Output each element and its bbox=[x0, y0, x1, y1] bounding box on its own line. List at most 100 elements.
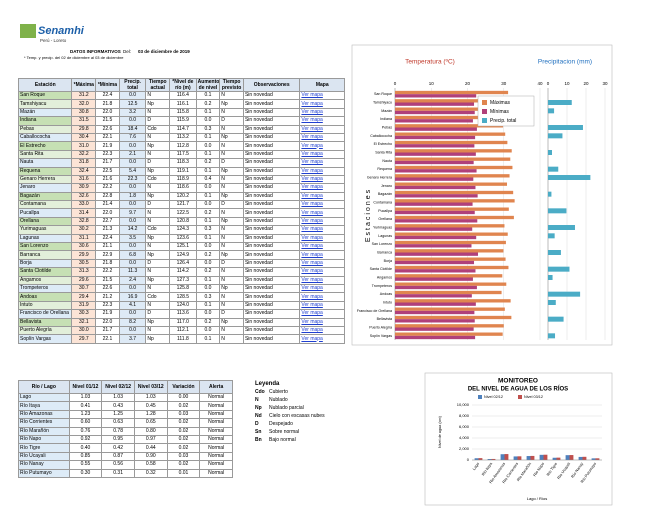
map-link[interactable]: Ver mapa bbox=[299, 334, 345, 344]
table-cell: 2.4 bbox=[118, 275, 147, 286]
bar bbox=[395, 315, 512, 320]
map-link[interactable]: Ver mapa bbox=[299, 208, 345, 218]
table-cell: N bbox=[219, 90, 244, 101]
map-link[interactable]: Ver mapa bbox=[299, 141, 345, 151]
bar bbox=[395, 199, 515, 203]
bar bbox=[395, 227, 473, 231]
bar bbox=[395, 177, 474, 181]
table-cell: 0.02 bbox=[166, 418, 201, 428]
table-cell: 11.3 bbox=[118, 267, 147, 277]
table-cell: 14.2 bbox=[118, 225, 147, 235]
bar bbox=[395, 240, 506, 245]
map-link[interactable]: Ver mapa bbox=[299, 183, 345, 193]
table-cell: D bbox=[145, 158, 171, 168]
legend-title: Leyenda bbox=[255, 381, 280, 387]
column-header: *Máxima bbox=[71, 78, 97, 92]
table-cell: Pucallpa bbox=[17, 208, 73, 218]
table-cell: Np bbox=[219, 250, 244, 260]
y-tick-label: Andoas bbox=[380, 292, 392, 296]
table-cell: 0.58 bbox=[133, 460, 168, 470]
map-link[interactable]: Ver mapa bbox=[299, 116, 345, 126]
bar bbox=[395, 235, 477, 240]
table-cell: 29.4 bbox=[71, 292, 97, 302]
table-row: Río Ucayali 0.85 0.87 0.90 0.03 Normal bbox=[18, 451, 233, 462]
map-link[interactable]: Ver mapa bbox=[299, 174, 345, 185]
map-link[interactable]: Ver mapa bbox=[299, 258, 345, 269]
bar bbox=[395, 190, 514, 195]
map-link[interactable]: Ver mapa bbox=[299, 124, 345, 134]
table-cell: N bbox=[145, 267, 171, 277]
map-link[interactable]: Ver mapa bbox=[299, 225, 345, 235]
table-cell: Sin novedad bbox=[242, 275, 301, 286]
bar bbox=[395, 202, 473, 206]
map-link[interactable]: Ver mapa bbox=[299, 132, 345, 143]
legend-code: Nd bbox=[255, 413, 262, 419]
map-link[interactable]: Ver mapa bbox=[299, 166, 345, 176]
table-cell: Sin novedad bbox=[242, 191, 301, 202]
column-header: Precip. total bbox=[118, 78, 147, 92]
map-link[interactable]: Ver mapa bbox=[299, 99, 345, 109]
table-cell: 31.9 bbox=[71, 300, 97, 311]
table-cell: 0.80 bbox=[133, 426, 168, 436]
table-cell: 32.0 bbox=[71, 99, 97, 109]
map-link[interactable]: Ver mapa bbox=[299, 216, 345, 227]
table-cell: 22.2 bbox=[95, 183, 120, 193]
map-link[interactable]: Ver mapa bbox=[299, 317, 345, 327]
table-cell: 30.5 bbox=[71, 258, 97, 269]
column-header: *Mínima bbox=[95, 78, 120, 92]
table-cell: 0.60 bbox=[68, 418, 103, 428]
table-cell: 0.1 bbox=[195, 300, 221, 311]
legend-text: Despejado bbox=[269, 421, 293, 427]
bar bbox=[552, 457, 557, 460]
table-cell: 31.5 bbox=[71, 116, 97, 126]
table-row: Río Putumayo 0.30 0.31 0.32 0.01 Normal bbox=[18, 468, 233, 478]
legend-label: Mínimas bbox=[490, 109, 509, 115]
table-cell: 22.9 bbox=[95, 250, 120, 260]
table-cell: 117.5 bbox=[169, 149, 197, 160]
column-header: Mapa bbox=[299, 78, 345, 92]
map-link[interactable]: Ver mapa bbox=[299, 200, 345, 210]
legend-text: Sobre normal bbox=[269, 429, 300, 435]
map-link[interactable]: Ver mapa bbox=[299, 158, 345, 168]
map-link[interactable]: Ver mapa bbox=[299, 283, 345, 294]
table-cell: Sin novedad bbox=[242, 325, 301, 336]
table-cell: Mazán bbox=[17, 107, 73, 118]
map-link[interactable]: Ver mapa bbox=[299, 233, 345, 244]
map-link[interactable]: Ver mapa bbox=[299, 300, 345, 311]
map-link[interactable]: Ver mapa bbox=[299, 149, 345, 160]
table-cell: Sin novedad bbox=[242, 225, 301, 235]
map-link[interactable]: Ver mapa bbox=[299, 90, 345, 101]
bar bbox=[556, 457, 561, 460]
table-row: Río Napo 0.92 0.95 0.97 0.02 Normal bbox=[18, 434, 233, 445]
table-row: Intuto 31.9 22.3 4.1 N 124.0 0.1 N Sin novedad Ve… bbox=[17, 300, 345, 311]
table-cell: Np bbox=[145, 233, 171, 244]
map-link[interactable]: Ver mapa bbox=[299, 275, 345, 286]
axis-label: Estaciones bbox=[365, 188, 372, 242]
map-link[interactable]: Ver mapa bbox=[299, 242, 345, 252]
bar bbox=[395, 252, 479, 256]
table-cell: 30.8 bbox=[71, 107, 97, 118]
bar bbox=[395, 152, 476, 156]
map-link[interactable]: Ver mapa bbox=[299, 292, 345, 302]
map-link[interactable]: Ver mapa bbox=[299, 191, 345, 202]
table-cell: N bbox=[219, 267, 244, 277]
table-cell: 0.85 bbox=[68, 451, 103, 462]
table-cell: N bbox=[219, 124, 244, 134]
bar bbox=[548, 250, 561, 255]
table-cell: Np bbox=[145, 191, 171, 202]
table-cell: 21.8 bbox=[95, 99, 120, 109]
map-link[interactable]: Ver mapa bbox=[299, 267, 345, 277]
map-link[interactable]: Ver mapa bbox=[299, 107, 345, 118]
table-cell: N bbox=[145, 242, 171, 252]
table-cell: 4.1 bbox=[118, 300, 147, 311]
table-cell: Barranca bbox=[17, 250, 73, 260]
table-cell: Sin novedad bbox=[242, 292, 301, 302]
table-cell: 0.3 bbox=[195, 292, 221, 302]
table-cell: 1.23 bbox=[68, 409, 103, 420]
map-link[interactable]: Ver mapa bbox=[299, 325, 345, 336]
bar bbox=[569, 455, 574, 460]
table-cell: 0.78 bbox=[101, 426, 135, 436]
map-link[interactable]: Ver mapa bbox=[299, 309, 345, 319]
map-link[interactable]: Ver mapa bbox=[299, 250, 345, 260]
table-row: Bagazán 32.6 22.8 1.8 Np 120.2 0.1 Np Sin noveda… bbox=[17, 191, 345, 202]
